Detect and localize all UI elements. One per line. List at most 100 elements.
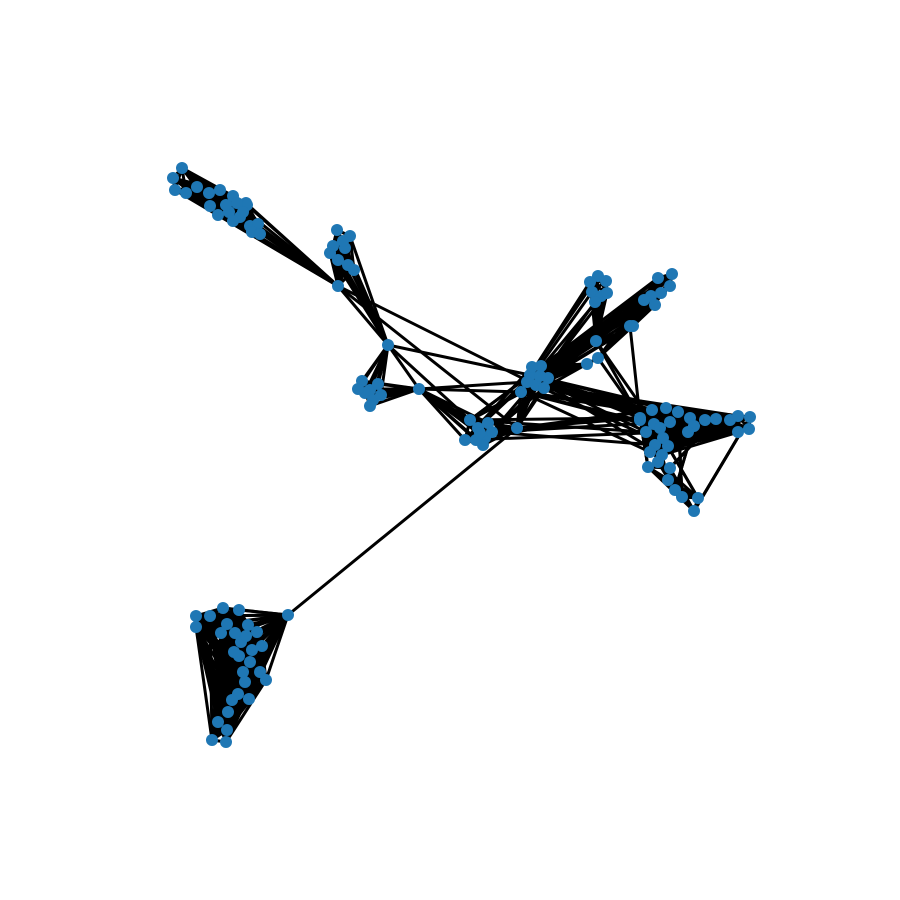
graph-node	[699, 414, 711, 426]
graph-edge	[245, 203, 340, 288]
graph-node	[652, 272, 664, 284]
graph-node	[203, 187, 215, 199]
graph-node	[732, 426, 744, 438]
graph-node	[348, 264, 360, 276]
graph-node	[233, 604, 245, 616]
graph-node	[227, 215, 239, 227]
graph-node	[666, 268, 678, 280]
graph-edge	[237, 608, 290, 617]
graph-hub-node	[332, 280, 344, 292]
graph-node	[221, 724, 233, 736]
graph-edge	[528, 373, 648, 434]
graph-node	[167, 172, 179, 184]
graph-node	[243, 693, 255, 705]
graph-edge	[534, 383, 672, 424]
graph-node	[226, 694, 238, 706]
graph-node	[692, 492, 704, 504]
graph-node	[237, 206, 249, 218]
graph-node	[601, 287, 613, 299]
graph-edge	[286, 426, 519, 617]
graph-node	[634, 414, 646, 426]
graph-node	[246, 644, 258, 656]
graph-edge	[386, 343, 421, 391]
graph-edge	[210, 613, 290, 742]
graph-node	[215, 627, 227, 639]
graph-node	[640, 426, 652, 438]
graph-hub-node	[581, 358, 593, 370]
graph-edge	[417, 387, 467, 442]
graph-node	[190, 621, 202, 633]
graph-node	[652, 456, 664, 468]
graph-edge	[596, 324, 635, 360]
graph-edge	[668, 417, 718, 470]
graph-node	[220, 199, 232, 211]
graph-edge	[676, 410, 684, 499]
graph-node	[655, 287, 667, 299]
graph-node	[535, 360, 547, 372]
graph-node	[237, 666, 249, 678]
graph-node	[332, 254, 344, 266]
graph-node	[688, 505, 700, 517]
graph-node	[240, 630, 252, 642]
graph-hub-node	[382, 339, 394, 351]
graph-node	[672, 406, 684, 418]
graph-edge	[463, 427, 751, 442]
graph-hub-node	[413, 383, 425, 395]
graph-node	[228, 646, 240, 658]
graph-node	[644, 446, 656, 458]
graph-hub-node	[592, 352, 604, 364]
graph-edge	[638, 416, 650, 469]
graph-edge	[194, 625, 214, 742]
graph-hub-node	[624, 320, 636, 332]
graph-edge	[368, 387, 421, 408]
graph-edge	[208, 614, 214, 742]
graph-node	[331, 224, 343, 236]
graph-node	[229, 627, 241, 639]
graph-node	[204, 610, 216, 622]
graph-hub-node	[511, 422, 523, 434]
graph-node	[664, 462, 676, 474]
graph-node	[337, 235, 349, 247]
graph-node	[459, 434, 471, 446]
graph-node	[260, 674, 272, 686]
graph-node	[664, 416, 676, 428]
graph-node	[352, 383, 364, 395]
graph-node	[649, 299, 661, 311]
graph-hub-node	[282, 609, 294, 621]
graph-node	[169, 184, 181, 196]
graph-node	[372, 378, 384, 390]
graph-node	[214, 184, 226, 196]
graph-hub-node	[590, 335, 602, 347]
graph-node	[662, 440, 674, 452]
graph-node	[743, 423, 755, 435]
graph-node	[244, 656, 256, 668]
graph-edge	[468, 416, 642, 422]
graph-edge	[336, 284, 390, 347]
graph-edge	[219, 631, 228, 744]
graph-node	[486, 426, 498, 438]
graph-node	[676, 491, 688, 503]
graph-node	[217, 602, 229, 614]
graph-node	[586, 286, 598, 298]
graph-node	[222, 706, 234, 718]
graph-node	[180, 187, 192, 199]
graph-edge	[224, 613, 290, 744]
node-layer	[167, 162, 756, 748]
graph-edge	[534, 383, 740, 418]
graph-node	[191, 181, 203, 193]
graph-node	[482, 417, 494, 429]
graph-node	[242, 619, 254, 631]
graph-node	[660, 402, 672, 414]
graph-node	[254, 228, 266, 240]
graph-node	[638, 294, 650, 306]
graph-node	[375, 389, 387, 401]
graph-edge	[417, 387, 523, 394]
graph-node	[744, 411, 756, 423]
graph-node	[515, 386, 527, 398]
graph-node	[584, 276, 596, 288]
graph-node	[534, 370, 546, 382]
graph-node	[664, 280, 676, 292]
graph-edge	[417, 387, 482, 435]
